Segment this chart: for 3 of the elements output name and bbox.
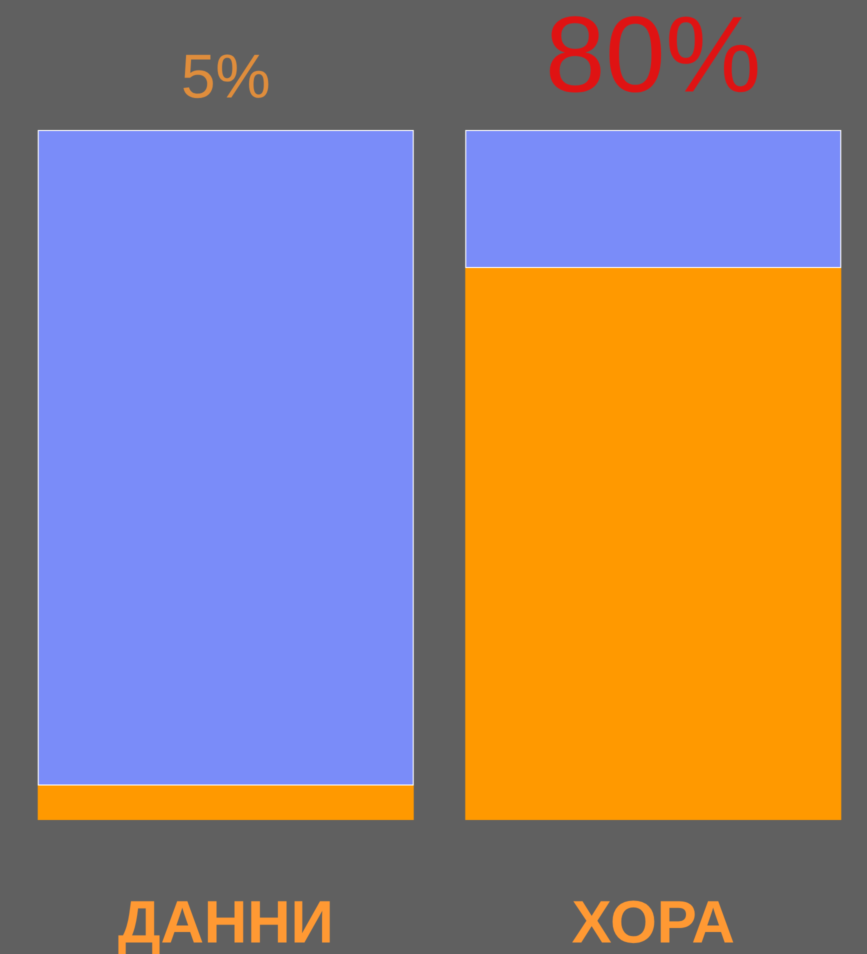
- annotation: 5%: [180, 42, 271, 112]
- x-tick-label: ХОРА: [572, 888, 735, 954]
- annotation: 80%: [545, 0, 762, 114]
